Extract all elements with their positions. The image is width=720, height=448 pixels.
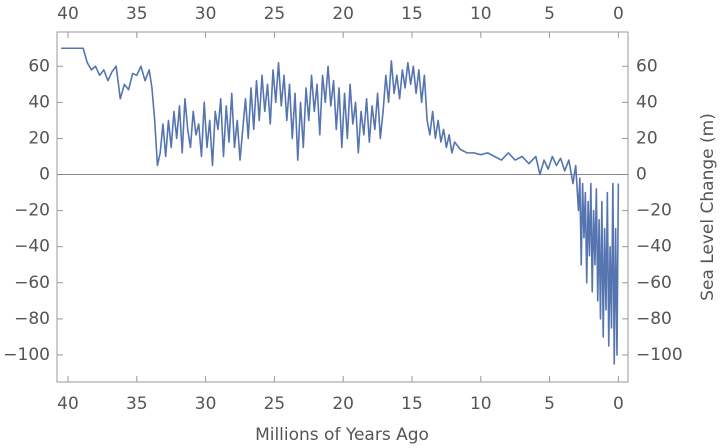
y-tick-label-right: 40 <box>636 92 658 112</box>
x-tick-label-top: 10 <box>470 4 492 24</box>
y-tick-label: −20 <box>14 201 50 221</box>
x-tick-label: 5 <box>544 394 555 414</box>
y-tick-label-right: −60 <box>636 273 672 293</box>
x-tick-label-top: 5 <box>544 4 555 24</box>
x-tick-label-top: 20 <box>332 4 354 24</box>
y-tick-label-right: −40 <box>636 237 672 257</box>
y-tick-label-right: 60 <box>636 56 658 76</box>
x-tick-label: 20 <box>332 394 354 414</box>
x-tick-label: 10 <box>470 394 492 414</box>
y-tick-label: 0 <box>39 165 50 185</box>
plot-frame <box>56 31 629 383</box>
x-tick-label-top: 40 <box>57 4 79 24</box>
x-axis-label: Millions of Years Ago <box>255 425 429 445</box>
x-tick-label: 15 <box>401 394 423 414</box>
x-tick-label-top: 15 <box>401 4 423 24</box>
x-tick-label: 40 <box>57 394 79 414</box>
x-tick-label: 30 <box>195 394 217 414</box>
y-axis-label: Sea Level Change (m) <box>698 113 718 301</box>
y-tick-label: 20 <box>28 128 50 148</box>
y-tick-label: −60 <box>14 273 50 293</box>
y-tick-label-right: −100 <box>636 345 683 365</box>
y-tick-label-right: 0 <box>636 165 647 185</box>
y-tick-label: 60 <box>28 56 50 76</box>
x-tick-label-top: 0 <box>613 4 624 24</box>
x-tick-label-top: 35 <box>126 4 148 24</box>
y-tick-label: −100 <box>3 345 50 365</box>
data-line <box>61 47 620 365</box>
x-tick-label-top: 25 <box>264 4 286 24</box>
y-tick-label: −80 <box>14 309 50 329</box>
y-tick-label-right: 20 <box>636 128 658 148</box>
x-tick-label: 35 <box>126 394 148 414</box>
y-tick-label-right: −20 <box>636 201 672 221</box>
x-tick-label-top: 30 <box>195 4 217 24</box>
x-tick-label: 25 <box>264 394 286 414</box>
x-tick-label: 0 <box>613 394 624 414</box>
y-tick-label-right: −80 <box>636 309 672 329</box>
y-tick-label: −40 <box>14 237 50 257</box>
y-tick-label: 40 <box>28 92 50 112</box>
